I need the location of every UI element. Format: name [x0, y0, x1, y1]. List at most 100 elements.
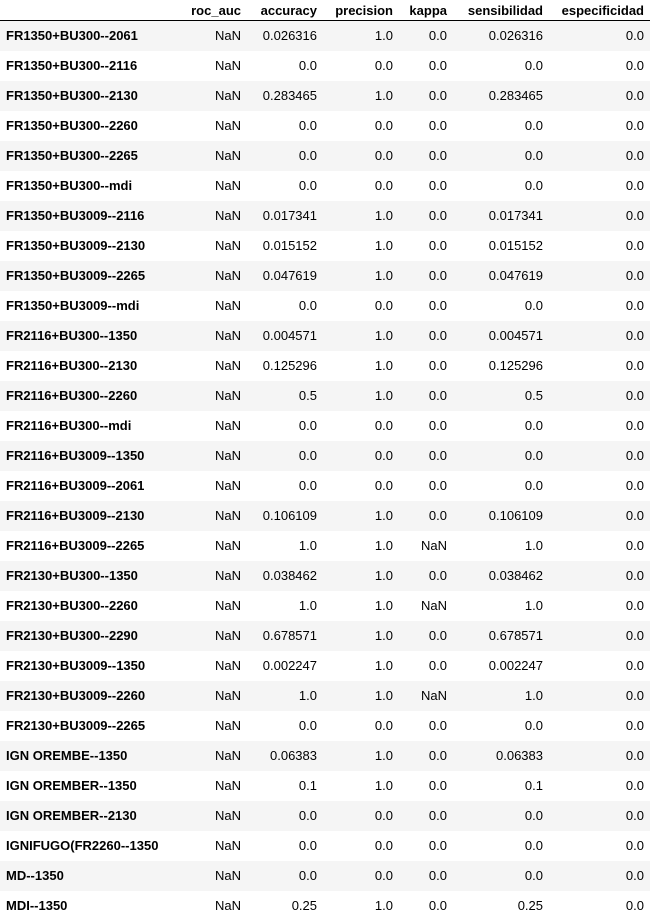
table-row: FR2130+BU300--2260 NaN 1.0 1.0 NaN 1.0 0.0: [0, 590, 650, 621]
cell-precision: 1.0: [374, 28, 393, 44]
cell-sensibilidad: 0.0: [524, 478, 543, 493]
cell-kappa: 0.0: [428, 628, 447, 643]
cell-especificidad: 0.0: [625, 178, 644, 193]
table-row: FR1350+BU300--2260 NaN 0.0 0.0 0.0 0.0 0.0: [0, 110, 650, 141]
cell-especificidad: 0.0: [625, 88, 644, 103]
cell-roc-auc: NaN: [214, 238, 241, 253]
cell-kappa: 0.0: [428, 898, 447, 913]
cell-sensibilidad: 0.0: [524, 178, 543, 193]
table-row: FR2116+BU3009--1350 NaN 0.0 0.0 0.0 0.0 0.0: [0, 440, 650, 471]
row-label: FR2130+BU3009--2265: [6, 718, 146, 733]
table-row: FR2130+BU3009--2260 NaN 1.0 1.0 NaN 1.0 0.0: [0, 680, 650, 711]
cell-precision: 1.0: [374, 688, 393, 703]
row-label: FR2116+BU3009--2265: [6, 538, 145, 553]
table-row: IGN OREMBER--1350 NaN 0.1 1.0 0.0 0.1 0.0: [0, 770, 650, 801]
cell-sensibilidad: 0.015152: [488, 238, 543, 253]
cell-especificidad: 0.0: [625, 448, 644, 463]
cell-especificidad: 0.0: [625, 628, 644, 643]
cell-precision: 0.0: [374, 718, 393, 733]
cell-precision: 1.0: [374, 358, 393, 373]
table-row: IGN OREMBER--2130 NaN 0.0 0.0 0.0 0.0 0.0: [0, 800, 650, 831]
row-label: FR1350+BU3009--2130: [6, 238, 146, 253]
row-label: FR2130+BU3009--2260: [6, 688, 146, 703]
cell-especificidad: 0.0: [625, 838, 644, 853]
cell-roc-auc: NaN: [214, 118, 241, 133]
row-label: FR1350+BU300--2130: [6, 88, 138, 103]
cell-accuracy: 0.106109: [262, 508, 317, 523]
cell-kappa: 0.0: [428, 718, 447, 733]
cell-sensibilidad: 0.283465: [488, 88, 543, 103]
cell-especificidad: 0.0: [625, 658, 644, 673]
cell-kappa: 0.0: [428, 358, 447, 373]
row-label: FR2116+BU300--2130: [6, 358, 138, 373]
cell-especificidad: 0.0: [625, 418, 644, 433]
cell-precision: 1.0: [374, 628, 393, 643]
column-header-accuracy: accuracy: [247, 0, 323, 21]
cell-especificidad: 0.0: [625, 268, 644, 283]
table-row: FR1350+BU300--2130 NaN 0.283465 1.0 0.0 0.283…: [0, 80, 650, 111]
cell-kappa: 0.0: [428, 508, 447, 523]
cell-roc-auc: NaN: [214, 718, 241, 733]
cell-sensibilidad: 0.678571: [488, 628, 543, 643]
cell-precision: 1.0: [374, 208, 393, 223]
cell-accuracy: 0.283465: [262, 88, 317, 103]
cell-accuracy: 1.0: [298, 538, 317, 553]
row-label: FR1350+BU3009--mdi: [6, 298, 140, 313]
cell-sensibilidad: 0.25: [517, 898, 543, 913]
cell-kappa: 0.0: [428, 268, 447, 283]
cell-precision: 1.0: [374, 328, 393, 343]
cell-roc-auc: NaN: [214, 508, 241, 523]
cell-precision: 0.0: [374, 478, 393, 493]
cell-roc-auc: NaN: [214, 58, 241, 73]
cell-accuracy: 0.038462: [262, 568, 317, 583]
cell-sensibilidad: 0.026316: [488, 28, 543, 44]
table-row: FR1350+BU300--2265 NaN 0.0 0.0 0.0 0.0 0.0: [0, 140, 650, 171]
cell-roc-auc: NaN: [214, 208, 241, 223]
cell-accuracy: 0.0: [298, 448, 317, 463]
cell-precision: 1.0: [374, 538, 393, 553]
cell-precision: 0.0: [374, 118, 393, 133]
cell-sensibilidad: 0.017341: [488, 208, 543, 223]
cell-kappa: 0.0: [428, 238, 447, 253]
cell-especificidad: 0.0: [625, 328, 644, 343]
table-row: MD--1350 NaN 0.0 0.0 0.0 0.0 0.0: [0, 860, 650, 891]
cell-accuracy: 0.0: [298, 298, 317, 313]
cell-accuracy: 1.0: [298, 598, 317, 613]
row-label: FR1350+BU300--2116: [6, 58, 138, 73]
table-row: IGN OREMBE--1350 NaN 0.06383 1.0 0.0 0.06383 0…: [0, 740, 650, 771]
cell-roc-auc: NaN: [214, 268, 241, 283]
cell-precision: 0.0: [374, 178, 393, 193]
cell-accuracy: 0.002247: [262, 658, 317, 673]
cell-especificidad: 0.0: [625, 778, 644, 793]
cell-roc-auc: NaN: [214, 298, 241, 313]
row-label: FR2116+BU300--mdi: [6, 418, 132, 433]
table-row: FR2116+BU300--1350 NaN 0.004571 1.0 0.0 0.004…: [0, 320, 650, 351]
cell-accuracy: 0.0: [298, 718, 317, 733]
row-label: FR2116+BU300--2260: [6, 388, 138, 403]
row-label: FR2116+BU3009--2130: [6, 508, 145, 523]
row-label: FR2130+BU300--2290: [6, 628, 138, 643]
table-row: FR2130+BU3009--1350 NaN 0.002247 1.0 0.0 0.00…: [0, 650, 650, 681]
cell-precision: 1.0: [374, 388, 393, 403]
row-label: IGN OREMBER--1350: [6, 778, 137, 793]
table-row: FR1350+BU3009--2265 NaN 0.047619 1.0 0.0 0.04…: [0, 260, 650, 291]
cell-kappa: 0.0: [428, 328, 447, 343]
cell-especificidad: 0.0: [625, 238, 644, 253]
cell-accuracy: 0.0: [298, 58, 317, 73]
table-row: FR2130+BU300--1350 NaN 0.038462 1.0 0.0 0.038…: [0, 560, 650, 591]
table-row: FR2116+BU3009--2265 NaN 1.0 1.0 NaN 1.0 0.0: [0, 530, 650, 561]
table-row: FR1350+BU3009--mdi NaN 0.0 0.0 0.0 0.0 0.0: [0, 290, 650, 321]
cell-sensibilidad: 1.0: [524, 598, 543, 613]
cell-kappa: 0.0: [428, 178, 447, 193]
cell-roc-auc: NaN: [214, 898, 241, 913]
cell-sensibilidad: 0.0: [524, 718, 543, 733]
cell-roc-auc: NaN: [214, 568, 241, 583]
cell-sensibilidad: 0.0: [524, 868, 543, 883]
cell-roc-auc: NaN: [214, 448, 241, 463]
cell-kappa: 0.0: [428, 208, 447, 223]
cell-especificidad: 0.0: [625, 28, 644, 44]
table-row: FR1350+BU300--2061 NaN 0.026316 1.0 0.0 0.026…: [0, 20, 650, 51]
cell-kappa: 0.0: [428, 568, 447, 583]
cell-sensibilidad: 0.125296: [488, 358, 543, 373]
